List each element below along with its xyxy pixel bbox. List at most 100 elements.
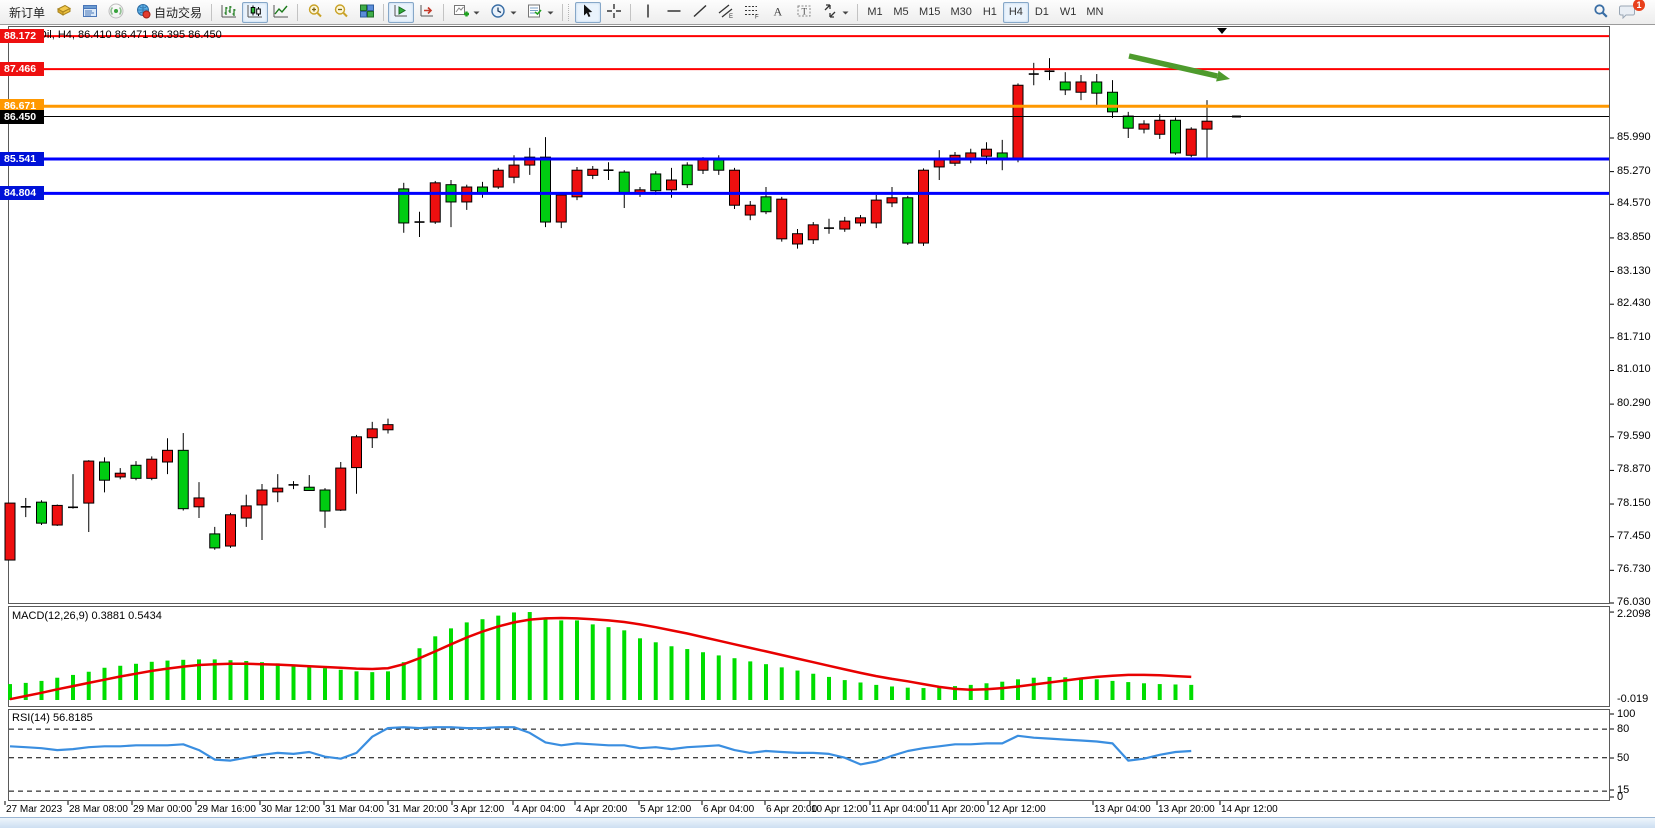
time-axis-label: 4 Apr 20:00 [576, 804, 628, 815]
vertical-line-tool-button[interactable] [635, 2, 661, 23]
main-chart-panel[interactable] [8, 26, 1610, 604]
chart-title: UKOil, H4, 86.410 86.471 86.395 86.450 [11, 29, 222, 41]
price-tick-label: 76.730 [1617, 563, 1651, 576]
zoom-out-button[interactable] [328, 2, 354, 23]
price-tick-label: 78.870 [1617, 463, 1651, 476]
time-axis-label: 11 Apr 04:00 [871, 804, 927, 815]
add-indicator-button[interactable] [448, 2, 485, 23]
price-tick-label: 85.990 [1617, 131, 1651, 143]
market-watch-button[interactable] [77, 2, 103, 23]
time-axis-label: 11 Apr 20:00 [929, 804, 985, 815]
cursor-icon [580, 3, 596, 22]
periods-button[interactable] [485, 2, 522, 23]
cursor-tool-button[interactable] [575, 1, 602, 23]
signals-button[interactable] [103, 2, 129, 23]
candlestick-chart-button[interactable] [242, 1, 269, 23]
chart-shift-icon [419, 3, 435, 22]
zoom-in-button[interactable] [302, 2, 328, 23]
crosshair-icon [606, 3, 622, 22]
timeframe-h4-button[interactable]: H4 [1002, 1, 1029, 23]
time-axis-label: 6 Apr 04:00 [703, 804, 755, 815]
zoom-out-icon [333, 3, 349, 22]
timeframe-w1-button[interactable]: W1 [1059, 6, 1077, 18]
svg-text:A: A [774, 4, 783, 18]
arrows-tool-button[interactable] [817, 2, 854, 23]
auto-trading-button[interactable]: 自动交易 [129, 2, 208, 23]
clock-icon [490, 3, 506, 22]
new-order-ticket-button[interactable] [51, 2, 77, 23]
bar-chart-button[interactable] [216, 2, 242, 23]
timeframe-mn-button[interactable]: MN [1086, 6, 1104, 18]
horizontal-line-icon [666, 3, 682, 22]
time-axis-label: 10 Apr 12:00 [811, 804, 868, 815]
notifications-button[interactable]: 1 [1614, 0, 1645, 23]
text-label-tool-button[interactable]: T [791, 2, 817, 23]
templates-button[interactable] [522, 2, 559, 23]
signal-icon [108, 3, 124, 22]
line-chart-button[interactable] [268, 2, 294, 23]
new-order-button[interactable]: 新订单 [9, 5, 46, 20]
text-icon: A [770, 3, 786, 22]
time-axis-label: 30 Mar 12:00 [261, 804, 320, 815]
svg-text:T: T [802, 6, 808, 16]
timeframe-m5-button[interactable]: M5 [893, 6, 909, 18]
search-button[interactable] [1588, 2, 1614, 23]
time-axis-label: 6 Apr 20:00 [766, 804, 818, 815]
arrows-icon [822, 3, 838, 22]
timeframe-m30-button[interactable]: M30 [950, 6, 972, 18]
market-watch-icon [82, 3, 98, 22]
fibonacci-tool-button[interactable]: F [739, 2, 765, 23]
tile-windows-button[interactable] [354, 2, 380, 23]
timeframe-m15-button[interactable]: M15 [919, 6, 941, 18]
price-tick-label: 77.450 [1617, 529, 1651, 542]
rsi-panel[interactable] [8, 709, 1610, 801]
time-axis-label: 13 Apr 20:00 [1158, 804, 1215, 815]
order-ticket-icon [56, 3, 72, 22]
macd-label: MACD(12,26,9) 0.3881 0.5434 [12, 610, 162, 622]
timeframe-m1-button[interactable]: M1 [867, 6, 883, 18]
toolbar-separator [630, 3, 632, 21]
crosshair-tool-button[interactable] [601, 2, 627, 23]
time-axis-label: 31 Mar 04:00 [325, 804, 384, 815]
toolbar-grip [568, 3, 572, 21]
time-axis-label: 27 Mar 2023 [6, 804, 63, 815]
rsi-scale-label: 15 [1617, 784, 1630, 796]
auto-trading-label: 自动交易 [154, 5, 203, 20]
timeframe-d1-button[interactable]: D1 [1034, 6, 1049, 18]
toolbar-separator [383, 3, 385, 21]
main-toolbar: 新订单 自动交易 [0, 0, 1655, 25]
toolbar-separator [297, 3, 299, 21]
time-axis-label: 5 Apr 12:00 [640, 804, 692, 815]
tile-windows-icon [359, 3, 375, 22]
horizontal-line-tool-button[interactable] [661, 2, 687, 23]
candlestick-chart-icon [247, 3, 263, 22]
text-tool-button[interactable]: A [765, 2, 791, 23]
status-strip [0, 817, 1655, 828]
rsi-scale-label: 0 [1617, 791, 1624, 803]
trendline-tool-button[interactable] [687, 2, 713, 23]
time-axis-label: 12 Apr 12:00 [989, 804, 1046, 815]
time-axis-label: 13 Apr 04:00 [1094, 804, 1151, 815]
collapse-icon[interactable] [11, 32, 19, 38]
chart-title-text: UKOil, H4, 86.410 86.471 86.395 86.450 [23, 29, 222, 41]
auto-scroll-button[interactable] [388, 1, 415, 23]
macd-min-label: -0.019 [1617, 693, 1649, 705]
toolbar-separator [562, 3, 564, 21]
line-chart-icon [273, 3, 289, 22]
time-axis-label: 29 Mar 16:00 [197, 804, 256, 815]
search-icon [1593, 3, 1609, 22]
price-tick-label: 83.130 [1617, 264, 1651, 277]
toolbar-separator [443, 3, 445, 21]
time-axis-label: 4 Apr 04:00 [514, 804, 566, 815]
timeframe-h1-button[interactable]: H1 [982, 6, 997, 18]
equidistant-channel-tool-button[interactable]: E [713, 2, 739, 23]
price-tick-label: 84.570 [1617, 197, 1651, 210]
toolbar-separator [857, 3, 859, 21]
bar-chart-icon [221, 3, 237, 22]
macd-panel[interactable] [8, 606, 1610, 707]
trendline-icon [692, 3, 708, 22]
price-tick-label: 78.150 [1617, 497, 1651, 510]
chart-shift-button[interactable] [414, 2, 440, 23]
time-axis-label: 28 Mar 08:00 [69, 804, 128, 815]
price-tick-label: 85.270 [1617, 164, 1651, 177]
